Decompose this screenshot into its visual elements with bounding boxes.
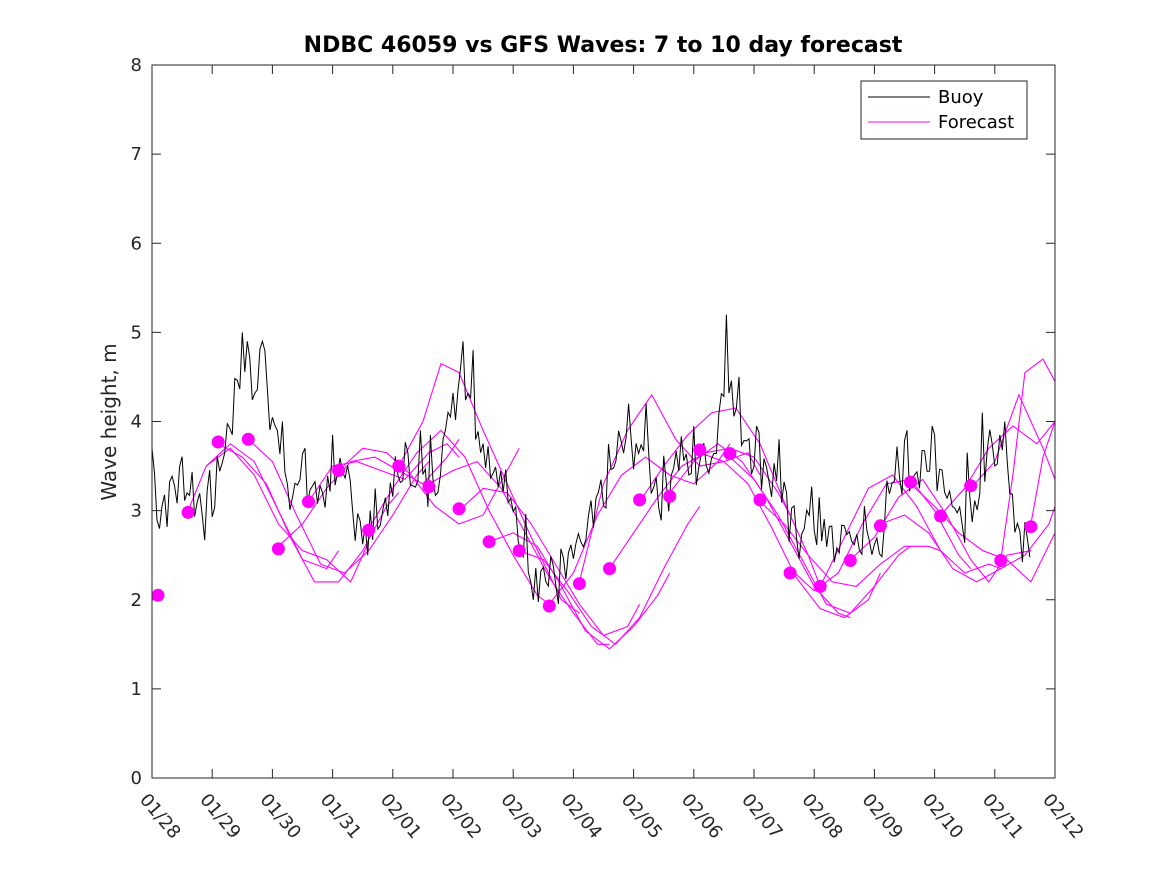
forecast-line <box>217 443 400 583</box>
buoy-line <box>152 314 1031 604</box>
forecast-marker <box>603 562 616 576</box>
forecast-marker <box>904 475 917 489</box>
y-tick-label: 8 <box>131 55 142 76</box>
forecast-marker <box>362 523 376 537</box>
y-axis-label: Wave height, m <box>97 343 121 500</box>
forecast-line <box>488 532 671 650</box>
forecast-marker <box>241 432 255 446</box>
forecast-marker <box>542 599 556 613</box>
axes-box <box>151 64 1056 779</box>
forecast-marker <box>783 566 797 580</box>
forecast-marker <box>813 579 827 593</box>
forecast-line <box>759 501 941 587</box>
forecast-line <box>247 438 430 574</box>
forecast-line <box>187 443 340 570</box>
forecast-line <box>729 456 911 614</box>
forecast-marker <box>392 459 406 473</box>
plot-area <box>152 314 1055 650</box>
legend-forecast-label: Forecast <box>938 112 1014 133</box>
forecast-line <box>519 505 701 646</box>
y-tick-label: 1 <box>131 679 142 700</box>
legend-box <box>860 80 1028 140</box>
forecast-marker <box>151 588 165 602</box>
legend: Buoy Forecast <box>860 80 1028 140</box>
forecast-marker <box>663 489 677 503</box>
y-tick-label: 2 <box>131 590 142 611</box>
forecast-marker <box>572 577 586 591</box>
forecast-line <box>910 483 1055 583</box>
forecast-marker <box>482 535 496 549</box>
y-tick-label: 0 <box>131 768 142 789</box>
forecast-marker <box>211 435 225 449</box>
forecast-marker <box>934 509 948 523</box>
forecast-line <box>880 506 1055 583</box>
forecast-marker <box>633 493 647 507</box>
forecast-marker <box>693 443 707 457</box>
forecast-marker <box>181 505 195 519</box>
forecast-marker <box>723 447 737 461</box>
forecast-marker <box>873 519 887 533</box>
forecast-marker <box>753 493 767 507</box>
forecast-line <box>819 474 1001 587</box>
forecast-line <box>970 393 1055 489</box>
forecast-marker <box>994 554 1008 567</box>
legend-buoy-label: Buoy <box>938 87 984 108</box>
forecast-line <box>458 487 641 637</box>
forecast-line <box>699 452 881 619</box>
forecast-line <box>578 393 761 583</box>
y-tick-label: 6 <box>131 233 142 254</box>
forecast-marker <box>512 544 526 558</box>
forecast-marker <box>452 502 466 516</box>
forecast-marker <box>1024 520 1038 534</box>
forecast-marker <box>332 464 346 477</box>
y-tick-label: 5 <box>131 322 142 343</box>
y-tick-label: 3 <box>131 501 142 522</box>
chart-title: NDBC 46059 vs GFS Waves: 7 to 10 day for… <box>304 33 903 58</box>
forecast-marker <box>843 554 857 567</box>
forecast-marker <box>422 480 436 494</box>
forecast-line <box>368 429 550 605</box>
forecast-line <box>1030 421 1055 525</box>
forecast-line <box>1000 358 1055 560</box>
forecast-marker <box>302 495 315 509</box>
y-tick-label: 4 <box>131 412 142 433</box>
forecast-marker <box>271 542 285 556</box>
forecast-line <box>278 438 460 547</box>
y-tick-label: 7 <box>131 144 142 165</box>
forecast-marker <box>964 479 978 493</box>
forecast-line <box>398 362 580 614</box>
